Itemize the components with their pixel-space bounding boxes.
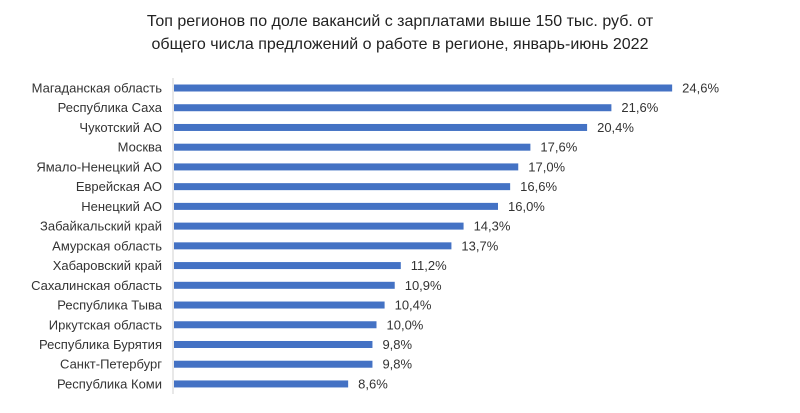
category-label: Ненецкий АО — [81, 199, 162, 214]
value-label: 16,0% — [508, 199, 545, 214]
bar — [174, 183, 511, 191]
bar — [174, 262, 401, 270]
bar — [174, 84, 673, 92]
value-label: 9,8% — [382, 337, 412, 352]
category-label: Магаданская область — [32, 81, 163, 96]
value-label: 17,6% — [540, 140, 577, 155]
value-label: 10,9% — [405, 278, 442, 293]
value-label: 21,6% — [621, 100, 658, 115]
category-label: Москва — [118, 140, 163, 155]
category-label: Хабаровский край — [53, 258, 162, 273]
category-label: Иркутская область — [49, 317, 162, 332]
bar — [174, 143, 531, 151]
category-label: Республика Саха — [58, 100, 163, 115]
chart-title-line-1: Топ регионов по доле вакансий с зарплата… — [146, 13, 654, 30]
bar — [174, 360, 373, 368]
bar — [174, 202, 498, 210]
chart-title-line-2: общего числа предложений о работе в реги… — [151, 36, 649, 53]
value-label: 14,3% — [474, 219, 511, 234]
bar — [174, 301, 385, 309]
category-label: Сахалинская область — [31, 278, 162, 293]
category-label: Еврейская АО — [76, 179, 162, 194]
value-label: 10,4% — [395, 298, 432, 313]
category-label: Республика Бурятия — [39, 337, 162, 352]
category-label: Ямало-Ненецкий АО — [36, 159, 162, 174]
category-label: Республика Тыва — [57, 298, 163, 313]
chart-title: Топ регионов по доле вакансий с зарплата… — [0, 10, 800, 56]
value-label: 10,0% — [387, 317, 424, 332]
value-label: 17,0% — [528, 159, 565, 174]
bar — [174, 242, 452, 250]
category-label: Амурская область — [52, 238, 162, 253]
bar — [174, 340, 373, 348]
category-label: Республика Коми — [57, 376, 162, 391]
value-label: 24,6% — [682, 81, 719, 96]
value-label: 13,7% — [461, 238, 498, 253]
category-label: Санкт-Петербург — [60, 357, 162, 372]
value-label: 16,6% — [520, 179, 557, 194]
bar — [174, 222, 464, 230]
bar — [174, 163, 519, 171]
category-label: Забайкальский край — [40, 219, 162, 234]
bar — [174, 321, 377, 329]
value-label: 9,8% — [382, 357, 412, 372]
bar — [174, 123, 588, 131]
category-label: Чукотский АО — [79, 120, 162, 135]
bar — [174, 281, 395, 289]
value-label: 20,4% — [597, 120, 634, 135]
value-label: 11,2% — [411, 258, 447, 273]
value-label: 8,6% — [358, 376, 388, 391]
bar — [174, 380, 349, 388]
bar — [174, 104, 612, 112]
